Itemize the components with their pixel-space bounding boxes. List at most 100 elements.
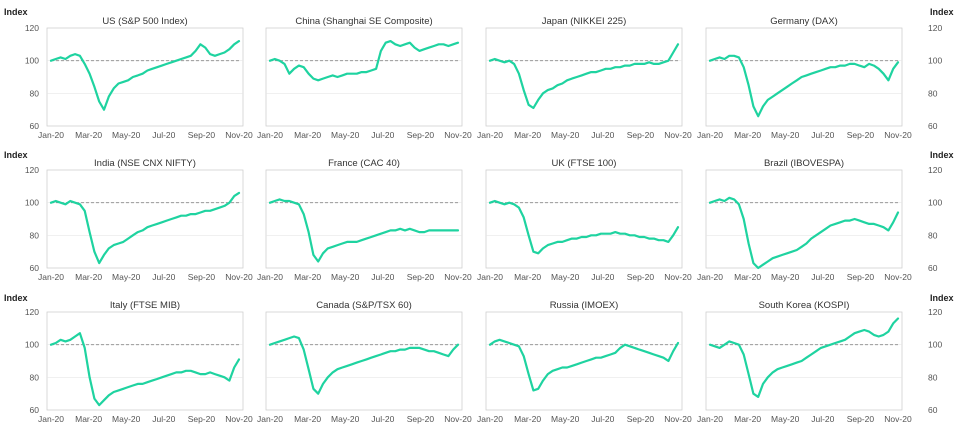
x-tick-label: Nov-20	[444, 272, 472, 282]
panel-title: Russia (IMOEX)	[550, 300, 619, 311]
x-tick-label: Jul-20	[591, 272, 614, 282]
x-tick-label: Jan-20	[697, 272, 723, 282]
series-line	[268, 40, 460, 82]
panel-title: China (Shanghai SE Composite)	[295, 16, 432, 27]
x-tick-label: Jan-20	[257, 414, 283, 424]
x-tick-label: Mar-20	[75, 272, 102, 282]
panel-title: South Korea (KOSPI)	[759, 300, 850, 311]
series-line	[268, 335, 460, 395]
panel-3: Japan (NIKKEI 225) Jan-20 Mar-20 May-20 Jul-…	[477, 16, 692, 140]
x-tick-label: Sep-20	[627, 272, 655, 282]
plot-frame	[705, 169, 903, 269]
y-tick-label: 80	[30, 230, 40, 240]
x-tick-label: Jan-20	[38, 130, 64, 140]
y-axis-label-row3-left: Index	[4, 293, 28, 303]
panel-2: China (Shanghai SE Composite) Jan-20 Mar-2…	[257, 16, 472, 140]
x-tick-label: Jan-20	[38, 414, 64, 424]
x-tick-label: Jan-20	[477, 272, 503, 282]
panel-title: UK (FTSE 100)	[552, 158, 617, 169]
plot-frame	[705, 27, 903, 127]
panel-8: Brazil (IBOVESPA) 60 80 100 120 Jan-20 Mar-20 M…	[697, 158, 942, 282]
panel-title: India (NSE CNX NIFTY)	[94, 158, 196, 169]
x-tick-label: Mar-20	[734, 272, 761, 282]
series-line	[708, 196, 900, 270]
x-tick-label: Jul-20	[371, 130, 394, 140]
x-tick-label: Sep-20	[847, 414, 875, 424]
x-tick-label: Jul-20	[591, 130, 614, 140]
y-axis-label-row1-right: Index	[930, 7, 954, 17]
y-tick-label: 60	[30, 263, 40, 273]
y-tick-label: 80	[928, 372, 938, 382]
x-tick-label: Mar-20	[734, 414, 761, 424]
x-tick-label: Sep-20	[847, 130, 875, 140]
x-tick-label: May-20	[112, 272, 141, 282]
x-tick-label: Nov-20	[884, 130, 912, 140]
x-tick-label: Sep-20	[407, 414, 435, 424]
y-tick-label: 60	[30, 405, 40, 415]
x-tick-label: Mar-20	[514, 130, 541, 140]
plot-frame	[265, 169, 463, 269]
x-tick-label: Nov-20	[444, 414, 472, 424]
x-tick-label: Sep-20	[188, 130, 216, 140]
x-tick-label: May-20	[771, 272, 800, 282]
x-tick-label: May-20	[551, 272, 580, 282]
x-tick-label: Jan-20	[477, 414, 503, 424]
y-tick-label: 80	[30, 372, 40, 382]
panel-4: Germany (DAX) 60 80 100 120 Jan-20 Mar-20 May-2…	[697, 16, 942, 140]
y-tick-label: 120	[25, 165, 39, 175]
x-tick-label: Sep-20	[847, 272, 875, 282]
x-tick-label: Jul-20	[152, 130, 175, 140]
x-tick-label: Nov-20	[664, 272, 692, 282]
y-axis-label-row2-left: Index	[4, 150, 28, 160]
x-tick-label: May-20	[112, 130, 141, 140]
y-tick-label: 100	[25, 198, 39, 208]
x-tick-label: Jul-20	[811, 130, 834, 140]
series-line	[708, 54, 900, 118]
y-tick-label: 100	[928, 340, 942, 350]
x-tick-label: Mar-20	[294, 130, 321, 140]
series-line	[268, 198, 460, 263]
x-tick-label: Mar-20	[294, 272, 321, 282]
x-tick-label: Jul-20	[152, 414, 175, 424]
x-tick-label: Mar-20	[514, 414, 541, 424]
x-tick-label: Jul-20	[152, 272, 175, 282]
x-tick-label: Jan-20	[697, 130, 723, 140]
y-tick-label: 60	[928, 263, 938, 273]
x-tick-label: Sep-20	[188, 414, 216, 424]
x-tick-label: Sep-20	[627, 130, 655, 140]
x-tick-label: Mar-20	[734, 130, 761, 140]
y-tick-label: 80	[928, 230, 938, 240]
x-tick-label: Jan-20	[38, 272, 64, 282]
y-tick-label: 100	[928, 198, 942, 208]
x-tick-label: May-20	[331, 272, 360, 282]
panel-11: Russia (IMOEX) Jan-20 Mar-20 May-20 Jul-20 Se…	[477, 300, 692, 424]
x-tick-label: Nov-20	[884, 414, 912, 424]
x-tick-label: Jul-20	[591, 414, 614, 424]
x-tick-label: Sep-20	[627, 414, 655, 424]
y-tick-label: 60	[928, 405, 938, 415]
plot-frame	[485, 27, 683, 127]
panel-1: US (S&P 500 Index) 60 80 100 120 Jan-20 Mar-20…	[25, 16, 253, 140]
x-tick-label: Mar-20	[294, 414, 321, 424]
panel-5: India (NSE CNX NIFTY) 60 80 100 120 Jan-20 Mar…	[25, 158, 253, 282]
series-line	[49, 332, 241, 407]
panels-group: US (S&P 500 Index) 60 80 100 120 Jan-20 Mar-20…	[25, 16, 943, 424]
panel-10: Canada (S&P/TSX 60) Jan-20 Mar-20 May-20 Jul…	[257, 300, 472, 424]
plot-frame	[46, 311, 244, 411]
plot-frame	[265, 311, 463, 411]
panel-title: Germany (DAX)	[770, 16, 838, 27]
plot-frame	[485, 169, 683, 269]
y-tick-label: 120	[25, 23, 39, 33]
plot-frame	[46, 27, 244, 127]
y-tick-label: 120	[928, 307, 942, 317]
y-tick-label: 120	[928, 165, 942, 175]
panel-6: France (CAC 40) Jan-20 Mar-20 May-20 Jul-20 S…	[257, 158, 472, 282]
plot-frame	[705, 311, 903, 411]
x-tick-label: May-20	[551, 414, 580, 424]
series-line	[488, 199, 680, 255]
y-tick-label: 60	[928, 121, 938, 131]
y-axis-label-row2-right: Index	[930, 150, 954, 160]
series-line	[708, 317, 900, 398]
x-tick-label: May-20	[331, 414, 360, 424]
